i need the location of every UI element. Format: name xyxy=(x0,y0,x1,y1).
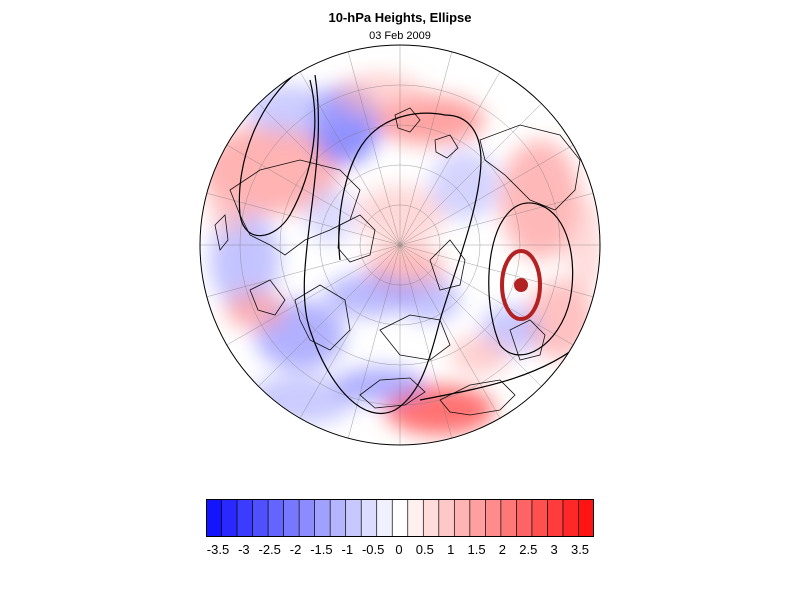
colorbar-swatch xyxy=(500,499,517,537)
colorbar-swatch xyxy=(392,499,409,537)
colorbar-tick-label: -1.5 xyxy=(310,542,333,557)
colorbar-swatch xyxy=(361,499,378,537)
colorbar-swatch xyxy=(562,499,579,537)
chart-date: 03 Feb 2009 xyxy=(369,30,431,42)
colorbar-swatch xyxy=(423,499,440,537)
colorbar-swatch xyxy=(345,499,362,537)
colorbar-swatch xyxy=(314,499,331,537)
colorbar-swatch xyxy=(407,499,424,537)
colorbar-tick-label: 1.5 xyxy=(467,542,486,557)
chart-title: 10-hPa Heights, Ellipse xyxy=(328,10,472,25)
colorbar-swatch xyxy=(516,499,533,537)
colorbar-tick-label: 2.5 xyxy=(519,542,538,557)
colorbar-swatch xyxy=(376,499,393,537)
graticule xyxy=(200,45,600,445)
colorbar-tick-label: -3.5 xyxy=(206,542,230,557)
colorbar-swatch xyxy=(206,499,222,537)
colorbar-swatch xyxy=(485,499,502,537)
colorbar-tick-label: -1 xyxy=(341,542,354,557)
globe-outline xyxy=(199,44,601,446)
colorbar-tick-label: -0.5 xyxy=(361,542,385,557)
colorbar-swatch xyxy=(283,499,300,537)
colorbar-swatch xyxy=(237,499,253,537)
colorbar-tick-label: -2.5 xyxy=(258,542,281,557)
colorbar-swatch xyxy=(547,499,564,537)
colorbar-tick-label: -2 xyxy=(289,542,302,557)
colorbar-tick-label: 2 xyxy=(498,542,507,557)
colorbar-swatch xyxy=(252,499,269,537)
colorbar-tick-label: 3 xyxy=(550,542,558,557)
colorbar-swatch xyxy=(221,499,238,537)
colorbar-swatch xyxy=(330,499,346,537)
vortex-ellipse xyxy=(500,249,542,321)
colorbar-swatch xyxy=(531,499,548,537)
colorbar-swatch xyxy=(299,499,315,537)
colorbar-tick-label: 1 xyxy=(447,542,455,557)
colorbar-tick-label: 3.5 xyxy=(570,542,590,557)
colorbar-swatch xyxy=(438,499,455,537)
globe xyxy=(200,45,600,445)
colorbar-tick-label: -3 xyxy=(238,542,250,557)
colorbar-swatch xyxy=(454,499,471,537)
colorbar-border xyxy=(206,499,594,537)
colorbar-swatch xyxy=(469,499,486,537)
coastlines xyxy=(214,107,581,416)
colorbar-tick-label: 0 xyxy=(395,542,403,557)
colorbar xyxy=(206,499,594,537)
colorbar-swatch xyxy=(578,499,594,537)
colorbar-tick-label: 0.5 xyxy=(415,542,434,557)
colorbar-labels: -3.5 -3 -2.5 -2 -1.5 -1 -0.5 0 0.5 1 1.5 2 2.5 3 3.5 xyxy=(0,542,800,562)
colorbar-swatch xyxy=(268,499,284,537)
height-contours xyxy=(238,69,586,415)
